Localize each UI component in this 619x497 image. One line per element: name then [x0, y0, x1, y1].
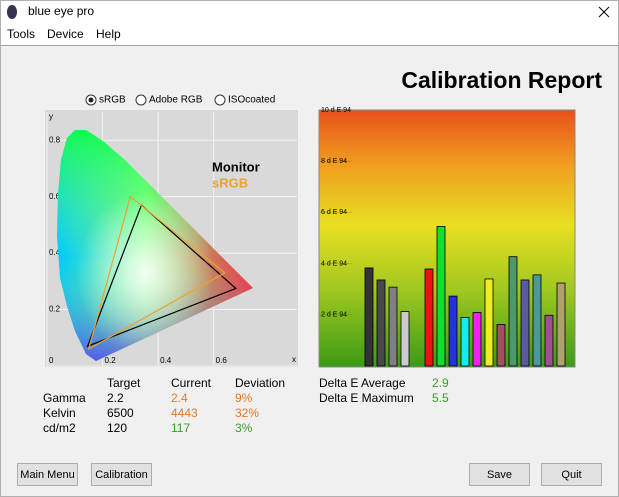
y-tick-label: 2 d E 94	[321, 312, 347, 319]
y-tick-label: 4 d E 94	[321, 260, 347, 267]
radio-dot	[88, 97, 94, 103]
title-bar	[0, 0, 619, 45]
bar	[424, 268, 434, 367]
radio-option[interactable]: sRGB	[85, 94, 126, 106]
delta-e-chart: 2 d E 94 4 d E 94 6 d E 94 8 d E 94 10 d E 9…	[318, 107, 576, 368]
stat-value: 32%	[235, 406, 259, 420]
bar	[400, 311, 410, 367]
gamut-triangle	[86, 204, 238, 348]
close-button[interactable]	[598, 6, 610, 18]
column-header: Deviation	[235, 376, 285, 390]
button-frame	[469, 463, 530, 486]
radio-option[interactable]: ISOcoated	[214, 94, 275, 106]
stat-value: 9%	[235, 391, 253, 405]
bar	[484, 278, 494, 367]
x-tick-label: 0.2	[105, 356, 117, 365]
x-tick-label: 0.4	[160, 356, 172, 365]
y-tick-label: 0.8	[49, 135, 61, 144]
row-label: Kelvin	[43, 406, 76, 420]
stat-value: 2.2	[107, 391, 124, 405]
button[interactable]: Save	[469, 463, 530, 486]
y-axis-label: y	[49, 112, 53, 121]
radio-label: sRGB	[99, 95, 126, 106]
y-tick-label: 0.6	[49, 192, 61, 201]
bar	[496, 324, 506, 367]
button[interactable]: Calibration	[91, 463, 152, 486]
report-title: Calibration Report	[401, 67, 602, 93]
stat-value: 117	[171, 421, 190, 435]
legend-label: Monitor	[212, 159, 260, 174]
button-frame	[91, 463, 152, 486]
delta-value: 5.5	[432, 391, 449, 405]
bar	[448, 295, 458, 367]
bar	[520, 279, 530, 367]
y-tick-label: 8 d E 94	[321, 158, 347, 165]
button-frame	[541, 463, 602, 486]
bar	[544, 314, 554, 367]
x-axis-label: x	[292, 355, 296, 364]
button-frame	[17, 463, 78, 486]
button-label: Calibration	[95, 469, 148, 481]
bar	[508, 256, 518, 367]
legend-label: sRGB	[212, 175, 248, 190]
bar	[532, 274, 542, 367]
radio-circle	[135, 94, 147, 106]
stat-value: 3%	[235, 421, 253, 435]
bar	[376, 279, 386, 367]
bar	[388, 286, 398, 367]
bar	[472, 312, 482, 367]
menu-item[interactable]: Device	[47, 27, 84, 41]
stat-value: 6500	[107, 406, 134, 420]
y-tick-label: 0.2	[49, 305, 61, 314]
bar	[460, 316, 470, 367]
radio-label: ISOcoated	[228, 95, 275, 106]
stat-value: 120	[107, 421, 127, 435]
bar	[556, 282, 566, 367]
stat-value: 4443	[171, 406, 198, 420]
row-label: cd/m2	[43, 421, 76, 435]
column-header: Target	[107, 376, 141, 390]
radio-option[interactable]: Adobe RGB	[135, 94, 203, 106]
x-tick-label: 0	[49, 356, 54, 365]
gamut-triangle	[87, 195, 226, 351]
menu-item[interactable]: Tools	[7, 27, 35, 41]
app-icon	[7, 5, 17, 19]
button-label: Save	[487, 469, 512, 481]
ui-layer: Tools Device Help sRGB Adobe RGB ISOcoated Tar…	[7, 27, 602, 486]
bar	[364, 267, 374, 367]
menu-item[interactable]: Help	[96, 27, 121, 41]
delta-label: Delta E Average	[319, 376, 406, 390]
y-tick-label: 6 d E 94	[321, 209, 347, 216]
window-title: blue eye pro	[28, 4, 94, 18]
bar	[436, 226, 446, 367]
row-label: Gamma	[43, 391, 86, 405]
button[interactable]: Quit	[541, 463, 602, 486]
spectral-locus	[57, 130, 253, 361]
bar-bg	[318, 109, 576, 368]
delta-value: 2.9	[432, 376, 449, 390]
y-tick-label: 10 d E 94	[321, 107, 351, 114]
stat-value: 2.4	[171, 391, 188, 405]
column-header: Current	[171, 376, 212, 390]
button-label: Main Menu	[20, 469, 74, 481]
button[interactable]: Main Menu	[17, 463, 78, 486]
radio-label: Adobe RGB	[149, 95, 203, 106]
button-label: Quit	[561, 469, 581, 481]
radio-circle	[214, 94, 226, 106]
y-tick-label: 0.4	[49, 248, 61, 257]
delta-label: Delta E Maximum	[319, 391, 414, 405]
x-tick-label: 0.6	[216, 356, 228, 365]
